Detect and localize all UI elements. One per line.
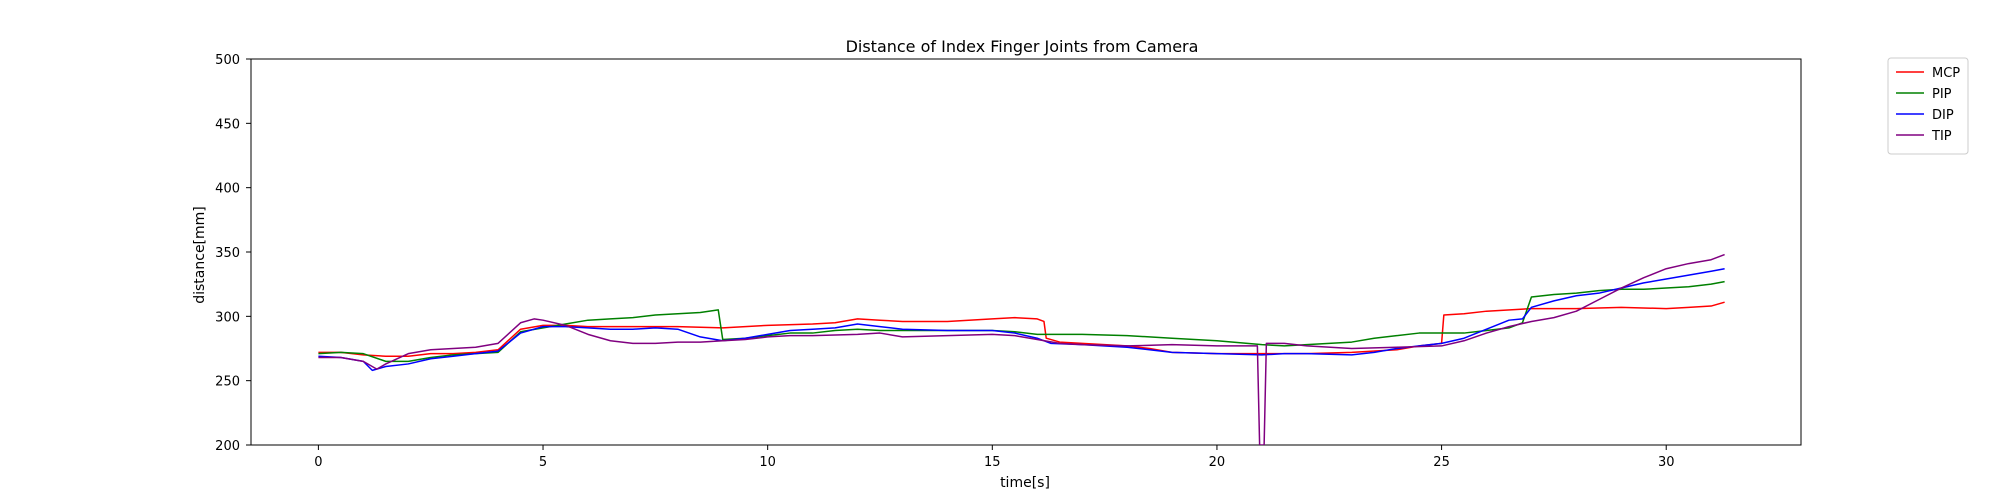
axes: 0 5 10 15 20 25 30 200 250 300 350 400 450 500: [215, 53, 1802, 470]
legend-label-dip: DIP: [1932, 108, 1954, 123]
y-tick-label: 250: [215, 375, 240, 390]
x-tick-label: 10: [759, 455, 776, 470]
series-lines: [318, 253, 1725, 445]
y-tick-label: 450: [215, 117, 240, 132]
series-line-pip: [318, 280, 1725, 363]
x-tick-label: 0: [314, 455, 322, 470]
y-axis-label: distance[mm]: [192, 206, 208, 304]
legend-box: [1887, 57, 1969, 155]
y-tick-label: 200: [215, 439, 240, 454]
plot-frame: [250, 58, 1802, 446]
legend-label-tip: TIP: [1931, 129, 1952, 144]
y-tick-label: 300: [215, 310, 240, 325]
y-tick-label: 500: [215, 53, 240, 68]
y-tick-label: 400: [215, 182, 240, 197]
x-tick-label: 15: [984, 455, 1001, 470]
series-line-dip: [318, 267, 1725, 372]
legend-label-mcp: MCP: [1932, 66, 1960, 81]
legend-label-pip: PIP: [1932, 87, 1952, 102]
series-line-tip: [318, 253, 1725, 445]
chart-title: Distance of Index Finger Joints from Cam…: [846, 37, 1199, 56]
x-axis-label: time[s]: [1000, 475, 1050, 491]
x-tick-label: 20: [1209, 455, 1226, 470]
series-line-mcp: [318, 301, 1725, 357]
x-tick-label: 30: [1658, 455, 1675, 470]
legend: MCP PIP DIP TIP: [1887, 57, 1969, 155]
y-tick-label: 350: [215, 246, 240, 261]
x-tick-label: 25: [1433, 455, 1450, 470]
x-tick-label: 5: [539, 455, 547, 470]
